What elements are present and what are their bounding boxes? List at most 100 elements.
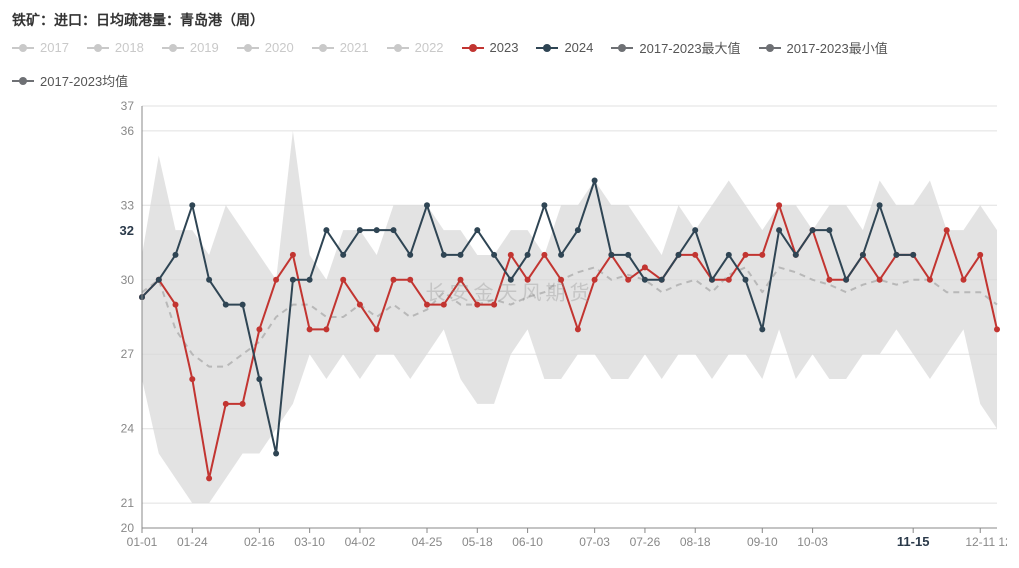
svg-text:06-10: 06-10 xyxy=(512,535,543,549)
marker xyxy=(223,302,229,308)
svg-text:37: 37 xyxy=(121,99,135,113)
marker xyxy=(860,252,866,258)
marker xyxy=(793,252,799,258)
marker xyxy=(491,302,497,308)
marker xyxy=(441,302,447,308)
marker xyxy=(994,326,1000,332)
marker xyxy=(340,277,346,283)
legend-swatch xyxy=(237,43,259,53)
chart-container: 长安金天风期货 20212427303336373201-0101-2402-1… xyxy=(12,98,1007,558)
marker xyxy=(776,202,782,208)
marker xyxy=(474,227,480,233)
marker xyxy=(407,252,413,258)
legend-item-0[interactable]: 2017 xyxy=(12,40,69,55)
marker xyxy=(424,202,430,208)
legend-swatch xyxy=(611,43,633,53)
marker xyxy=(189,376,195,382)
marker xyxy=(692,252,698,258)
marker xyxy=(659,277,665,283)
svg-text:36: 36 xyxy=(121,124,135,138)
marker xyxy=(608,252,614,258)
legend-item-10[interactable]: 2017-2023均值 xyxy=(12,71,128,90)
legend-item-3[interactable]: 2020 xyxy=(237,40,294,55)
legend-swatch xyxy=(759,43,781,53)
marker xyxy=(541,252,547,258)
marker xyxy=(893,252,899,258)
legend-label: 2024 xyxy=(564,40,593,55)
marker xyxy=(776,227,782,233)
marker xyxy=(625,252,631,258)
marker xyxy=(189,202,195,208)
svg-text:24: 24 xyxy=(121,422,135,436)
marker xyxy=(458,252,464,258)
svg-text:04-02: 04-02 xyxy=(345,535,376,549)
legend-item-2[interactable]: 2019 xyxy=(162,40,219,55)
marker xyxy=(592,277,598,283)
marker xyxy=(508,252,514,258)
marker xyxy=(391,227,397,233)
svg-text:27: 27 xyxy=(121,347,135,361)
range-band xyxy=(142,131,997,503)
legend-label: 2017-2023最小值 xyxy=(787,38,888,57)
legend-label: 2021 xyxy=(340,40,369,55)
marker xyxy=(826,227,832,233)
svg-text:04-25: 04-25 xyxy=(412,535,443,549)
legend-label: 2020 xyxy=(265,40,294,55)
marker xyxy=(323,227,329,233)
marker xyxy=(206,475,212,481)
marker xyxy=(927,277,933,283)
marker xyxy=(173,252,179,258)
marker xyxy=(357,302,363,308)
marker xyxy=(642,264,648,270)
legend-label: 2017 xyxy=(40,40,69,55)
legend-item-8[interactable]: 2017-2023最大值 xyxy=(611,38,740,57)
marker xyxy=(424,302,430,308)
legend-label: 2018 xyxy=(115,40,144,55)
marker xyxy=(256,326,262,332)
legend: 2017 2018 2019 2020 2021 2022 2023 2024 2017-202… xyxy=(12,38,1007,90)
marker xyxy=(374,227,380,233)
svg-text:21: 21 xyxy=(121,496,135,510)
legend-label: 2019 xyxy=(190,40,219,55)
svg-text:07-03: 07-03 xyxy=(579,535,610,549)
marker xyxy=(290,252,296,258)
legend-label: 2017-2023均值 xyxy=(40,71,128,90)
marker xyxy=(240,401,246,407)
marker xyxy=(357,227,363,233)
marker xyxy=(726,252,732,258)
marker xyxy=(575,227,581,233)
svg-text:01-01: 01-01 xyxy=(127,535,158,549)
marker xyxy=(558,252,564,258)
marker xyxy=(759,252,765,258)
svg-text:11-15: 11-15 xyxy=(897,534,930,549)
legend-item-4[interactable]: 2021 xyxy=(312,40,369,55)
marker xyxy=(307,326,313,332)
marker xyxy=(910,252,916,258)
legend-label: 2022 xyxy=(415,40,444,55)
legend-item-7[interactable]: 2024 xyxy=(536,40,593,55)
legend-swatch xyxy=(312,43,334,53)
legend-label: 2017-2023最大值 xyxy=(639,38,740,57)
marker xyxy=(625,277,631,283)
legend-item-9[interactable]: 2017-2023最小值 xyxy=(759,38,888,57)
marker xyxy=(877,277,883,283)
marker xyxy=(759,326,765,332)
legend-label: 2023 xyxy=(490,40,519,55)
marker xyxy=(977,252,983,258)
marker xyxy=(206,277,212,283)
marker xyxy=(575,326,581,332)
svg-text:10-03: 10-03 xyxy=(797,535,828,549)
marker xyxy=(156,277,162,283)
legend-swatch xyxy=(536,43,558,53)
legend-swatch xyxy=(462,43,484,53)
marker xyxy=(340,252,346,258)
legend-swatch xyxy=(387,43,409,53)
line-chart: 20212427303336373201-0101-2402-1603-1004… xyxy=(12,98,1007,558)
marker xyxy=(441,252,447,258)
marker xyxy=(407,277,413,283)
svg-text:03-10: 03-10 xyxy=(294,535,325,549)
legend-item-6[interactable]: 2023 xyxy=(462,40,519,55)
legend-item-1[interactable]: 2018 xyxy=(87,40,144,55)
legend-item-5[interactable]: 2022 xyxy=(387,40,444,55)
marker xyxy=(173,302,179,308)
